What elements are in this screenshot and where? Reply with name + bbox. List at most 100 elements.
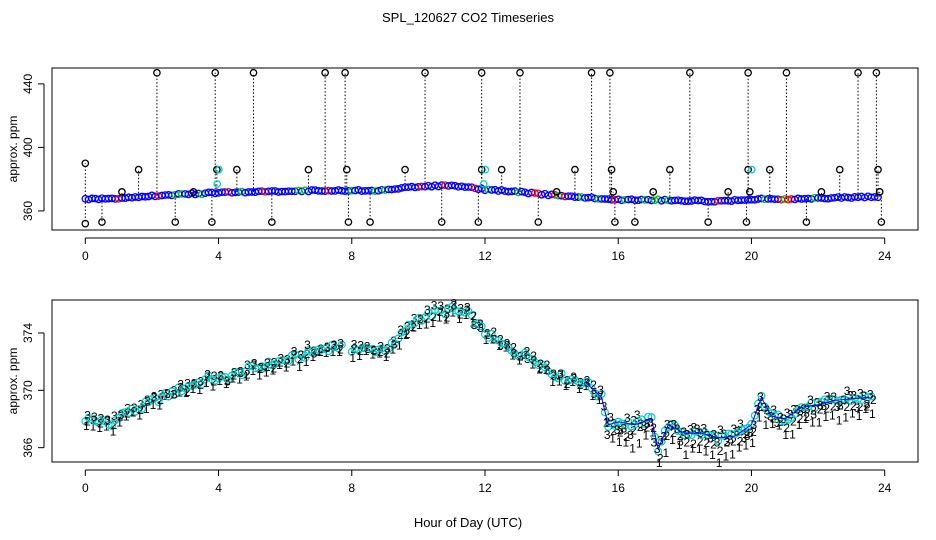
bottom-series-3-mark: 3 bbox=[621, 422, 628, 436]
top-extreme-point bbox=[534, 218, 543, 226]
bottom-series-3-mark: 3 bbox=[84, 409, 91, 423]
top-extreme-point bbox=[401, 165, 409, 174]
bottom-series-1-mark: 1 bbox=[429, 316, 436, 330]
bottom-series-3-mark: 3 bbox=[734, 425, 741, 439]
top-x-tick-label: 0 bbox=[82, 249, 89, 263]
bottom-series-1-mark: 1 bbox=[389, 343, 396, 357]
top-extreme-point bbox=[366, 218, 374, 226]
bottom-series-3-mark: 3 bbox=[504, 339, 511, 353]
bottom-series-1-mark: 1 bbox=[856, 409, 863, 423]
bottom-series-2-mark: 2 bbox=[424, 312, 431, 326]
bottom-mean-point bbox=[657, 437, 666, 446]
bottom-series-3-mark: 3 bbox=[151, 390, 158, 404]
bottom-series-2-mark: 2 bbox=[723, 435, 730, 449]
bottom-series-3-mark: 3 bbox=[770, 403, 777, 417]
bottom-series-3-mark: 3 bbox=[144, 395, 151, 409]
bottom-series-3-mark: 3 bbox=[191, 376, 198, 390]
bottom-series-1-mark: 1 bbox=[742, 438, 749, 452]
bottom-mean-point bbox=[467, 311, 476, 320]
bottom-series-2-mark: 2 bbox=[191, 377, 198, 391]
bottom-series-1-mark: 1 bbox=[862, 402, 869, 416]
bottom-series-2-mark: 2 bbox=[131, 404, 138, 418]
bottom-series-2-mark: 2 bbox=[670, 426, 677, 440]
bottom-series-3-mark: 3 bbox=[124, 401, 131, 415]
bottom-series-1-mark: 1 bbox=[156, 399, 163, 413]
bottom-series-2-mark: 2 bbox=[350, 342, 357, 356]
top-extreme-point bbox=[81, 159, 90, 168]
bottom-series-3-mark: 3 bbox=[860, 389, 867, 403]
bottom-series-3-mark: 3 bbox=[790, 403, 797, 417]
bottom-series-2-mark: 2 bbox=[870, 393, 877, 407]
bottom-series-3-mark: 3 bbox=[694, 422, 701, 436]
bottom-series-2-mark: 2 bbox=[224, 373, 231, 387]
bottom-series-1-mark: 1 bbox=[569, 375, 576, 389]
bottom-mean-point bbox=[134, 405, 143, 414]
bottom-series-3-mark: 3 bbox=[437, 299, 444, 313]
bottom-x-tick-label: 8 bbox=[348, 481, 355, 495]
bottom-series-3-mark: 3 bbox=[644, 416, 651, 430]
bottom-series-1-mark: 1 bbox=[722, 449, 729, 463]
bottom-mean-point bbox=[301, 353, 310, 362]
top-extreme-point bbox=[118, 188, 126, 196]
bottom-series-2-mark: 2 bbox=[370, 343, 377, 357]
bottom-series-3-mark: 3 bbox=[211, 369, 218, 383]
bottom-series-3-mark: 3 bbox=[597, 383, 604, 397]
bottom-series-1-mark: 1 bbox=[762, 418, 769, 432]
bottom-series-1-mark: 1 bbox=[170, 387, 177, 401]
bottom-mean-point bbox=[514, 351, 523, 360]
bottom-series-1-mark: 1 bbox=[869, 407, 876, 421]
bottom-series-2-mark: 2 bbox=[537, 361, 544, 375]
top-extreme-point bbox=[321, 68, 329, 77]
bottom-series-1-mark: 1 bbox=[669, 433, 676, 447]
bottom-series-3-mark: 3 bbox=[238, 366, 245, 380]
bottom-series-1-mark: 1 bbox=[90, 420, 97, 434]
bottom-series-2-mark: 2 bbox=[204, 369, 211, 383]
bottom-series-3-mark: 3 bbox=[104, 413, 111, 427]
bottom-series-1-mark: 1 bbox=[623, 436, 630, 450]
bottom-series-3-mark: 3 bbox=[138, 397, 145, 411]
bottom-series-3-mark: 3 bbox=[700, 422, 707, 436]
bottom-series-3-mark: 3 bbox=[607, 410, 614, 424]
bottom-series-1-mark: 1 bbox=[116, 416, 123, 430]
bottom-series-3-mark: 3 bbox=[854, 401, 861, 415]
bottom-series-3-mark: 3 bbox=[617, 424, 624, 438]
bottom-x-tick-label: 12 bbox=[478, 481, 492, 495]
bottom-series-1-mark: 1 bbox=[303, 355, 310, 369]
bottom-series-1-mark: 1 bbox=[503, 341, 510, 355]
bottom-series-2-mark: 2 bbox=[777, 415, 784, 429]
bottom-series-1-mark: 1 bbox=[476, 319, 483, 333]
bottom-series-3-mark: 3 bbox=[171, 388, 178, 402]
bottom-series-2-mark: 2 bbox=[790, 414, 797, 428]
bottom-series-3-mark: 3 bbox=[820, 399, 827, 413]
bottom-mean-point bbox=[567, 375, 576, 384]
bottom-plot-frame bbox=[51, 299, 919, 463]
bottom-mean-point bbox=[217, 372, 226, 381]
bottom-series-2-mark: 2 bbox=[730, 434, 737, 448]
bottom-series-1-mark: 1 bbox=[230, 371, 237, 385]
bottom-series-1-mark: 1 bbox=[749, 436, 756, 450]
bottom-series-3-mark: 3 bbox=[131, 401, 138, 415]
bottom-series-3-mark: 3 bbox=[404, 319, 411, 333]
bottom-series-2-mark: 2 bbox=[97, 417, 104, 431]
bottom-series-1-mark: 1 bbox=[123, 409, 130, 423]
top-x-tick-label: 16 bbox=[612, 249, 626, 263]
bottom-series-2-mark: 2 bbox=[290, 348, 297, 362]
bottom-series-2-mark: 2 bbox=[590, 378, 597, 392]
top-extreme-point bbox=[516, 68, 524, 77]
bottom-x-tick-label: 16 bbox=[612, 481, 626, 495]
top-data-marks bbox=[81, 68, 886, 228]
top-x-tick-label: 4 bbox=[215, 249, 222, 263]
bottom-series-1-mark: 1 bbox=[676, 438, 683, 452]
bottom-series-2-mark: 2 bbox=[464, 303, 471, 317]
bottom-mean-point bbox=[121, 408, 130, 417]
bottom-series-1-mark: 1 bbox=[289, 354, 296, 368]
bottom-series-3-mark: 3 bbox=[158, 388, 165, 402]
bottom-series-2-mark: 2 bbox=[111, 418, 118, 432]
bottom-series-2-mark: 2 bbox=[404, 327, 411, 341]
bottom-series-2-mark: 2 bbox=[823, 402, 830, 416]
bottom-series-3-mark: 3 bbox=[411, 312, 418, 326]
bottom-series-1-mark: 1 bbox=[130, 405, 137, 419]
bottom-series-2-mark: 2 bbox=[184, 385, 191, 399]
bottom-series-1-mark: 1 bbox=[396, 338, 403, 352]
